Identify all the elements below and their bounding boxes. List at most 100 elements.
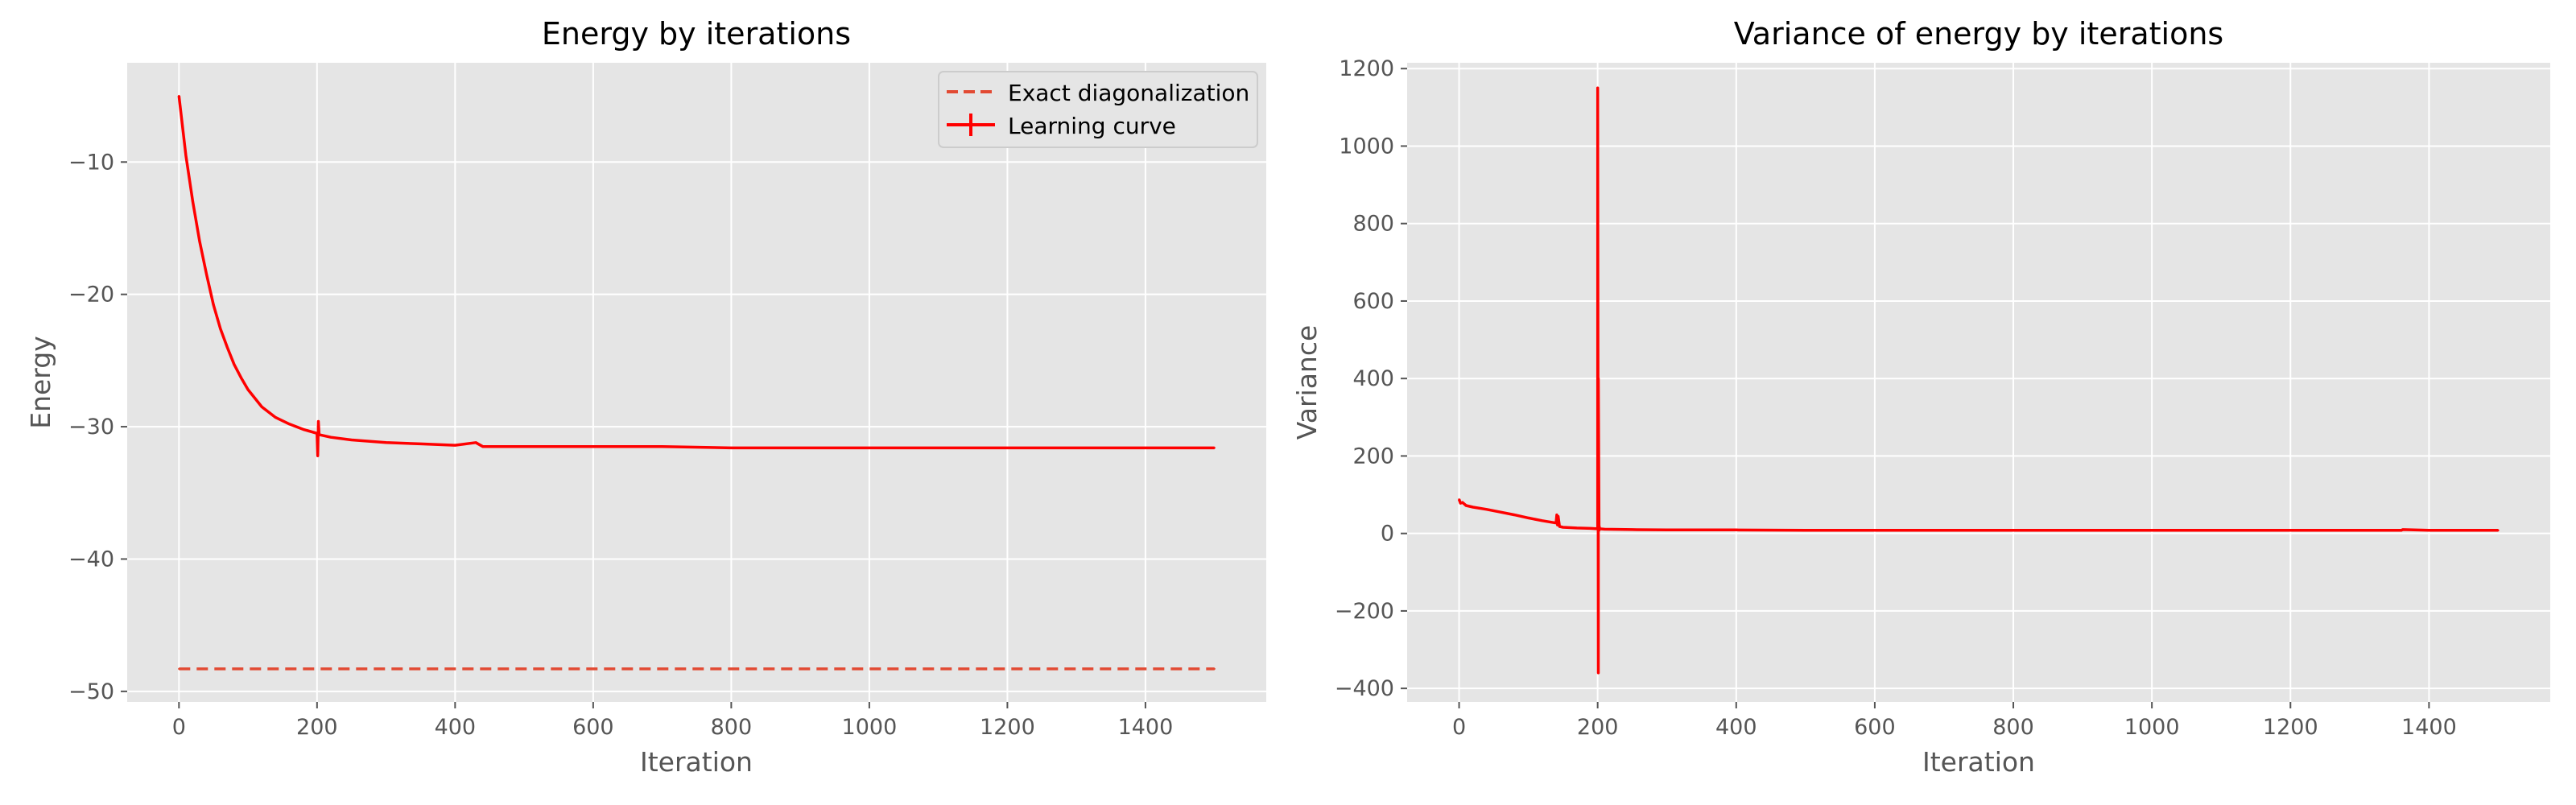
y-tick-label: 0 xyxy=(1381,522,1394,547)
data-point xyxy=(1554,522,1558,524)
data-point xyxy=(1555,514,1558,516)
x-axis-ticks: 0 200 400 600 800 1000 1200 1400 xyxy=(172,702,1174,740)
x-tick-label: 800 xyxy=(1992,715,2034,740)
y-tick-label: −10 xyxy=(68,150,114,175)
y-tick-label: 400 xyxy=(1352,366,1394,391)
variance-chart: Variance of energy by iterations 0 200 400… xyxy=(1291,16,2550,778)
data-point xyxy=(178,667,180,671)
y-tick-label: 800 xyxy=(1352,212,1394,237)
data-point xyxy=(1541,519,1544,522)
data-point xyxy=(730,447,733,449)
data-point xyxy=(1499,511,1502,514)
data-point xyxy=(212,303,215,307)
data-point xyxy=(205,273,208,276)
data-point xyxy=(1461,501,1464,504)
y-axis-label: Variance xyxy=(1291,325,1323,440)
data-point xyxy=(1075,447,1078,449)
data-point xyxy=(316,455,319,457)
data-point xyxy=(474,441,477,444)
series-group xyxy=(177,94,1216,671)
data-point xyxy=(1597,377,1600,380)
y-tick-label: −400 xyxy=(1335,676,1394,701)
data-point xyxy=(178,94,180,97)
data-point xyxy=(454,444,456,447)
y-tick-label: −40 xyxy=(68,547,114,572)
data-point xyxy=(1597,671,1600,675)
x-axis-label: Iteration xyxy=(640,746,753,778)
x-tick-label: 400 xyxy=(435,715,477,740)
data-point xyxy=(1527,517,1530,519)
data-point xyxy=(1666,529,1668,531)
y-axis-label: Energy xyxy=(25,336,56,429)
data-point xyxy=(2289,529,2292,532)
x-tick-label: 1000 xyxy=(2124,715,2180,740)
x-tick-label: 1200 xyxy=(2263,715,2318,740)
data-point xyxy=(1558,525,1561,528)
data-point xyxy=(1006,447,1009,449)
data-point xyxy=(318,433,320,436)
data-point xyxy=(2012,529,2015,532)
data-point xyxy=(1598,524,1600,527)
legend-box xyxy=(938,71,1258,148)
x-tick-label: 400 xyxy=(1715,715,1757,740)
data-point xyxy=(1804,529,1807,532)
data-point xyxy=(350,439,353,441)
y-tick-label: −30 xyxy=(68,415,114,440)
data-point xyxy=(261,406,263,408)
data-point xyxy=(316,432,319,435)
data-point xyxy=(1873,529,1876,532)
x-tick-label: 600 xyxy=(1854,715,1896,740)
data-point xyxy=(481,445,484,448)
data-point xyxy=(233,363,236,366)
x-tick-label: 1200 xyxy=(980,715,1035,740)
data-point xyxy=(184,154,188,157)
data-point xyxy=(275,416,277,419)
grid xyxy=(1407,63,2550,702)
data-point xyxy=(1213,667,1216,671)
y-tick-label: −200 xyxy=(1335,599,1394,624)
x-axis-ticks: 0 200 400 600 800 1000 1200 1400 xyxy=(1452,702,2457,740)
x-tick-label: 800 xyxy=(711,715,753,740)
data-point xyxy=(1589,527,1592,530)
y-tick-label: 600 xyxy=(1352,289,1394,314)
data-point xyxy=(1458,498,1460,501)
energy-chart: Energy by iterations 0 200 400 600 800 1000 12… xyxy=(25,16,1266,778)
data-point xyxy=(240,377,242,379)
y-tick-label: −20 xyxy=(68,283,114,308)
x-tick-label: 600 xyxy=(572,715,614,740)
data-point xyxy=(385,441,387,444)
data-point xyxy=(1144,447,1147,449)
x-tick-label: 1400 xyxy=(2401,715,2457,740)
legend-label-exact-diagonalization: Exact diagonalization xyxy=(1008,80,1249,106)
data-point xyxy=(1596,527,1599,530)
data-point xyxy=(1459,502,1462,505)
data-point xyxy=(2150,529,2153,532)
data-point xyxy=(226,346,229,349)
data-point xyxy=(317,420,320,423)
x-tick-label: 1000 xyxy=(842,715,898,740)
data-point xyxy=(1464,504,1468,507)
data-point xyxy=(329,436,332,439)
legend-label-learning-curve: Learning curve xyxy=(1008,113,1176,139)
data-point xyxy=(937,447,939,449)
data-point xyxy=(1562,526,1564,529)
series-line-series-0 xyxy=(1457,86,2499,675)
data-point xyxy=(198,240,201,243)
data-point xyxy=(592,445,595,448)
data-point xyxy=(1598,529,1600,532)
data-point xyxy=(246,388,250,391)
data-point xyxy=(868,447,871,449)
y-axis-ticks: −50 −40 −30 −20 −10 xyxy=(68,150,127,704)
data-point xyxy=(419,443,422,445)
data-point xyxy=(288,423,291,425)
data-point xyxy=(1604,528,1606,530)
data-point xyxy=(522,445,526,448)
y-tick-label: 200 xyxy=(1352,444,1394,469)
x-tick-label: 1400 xyxy=(1118,715,1174,740)
data-point xyxy=(489,445,491,448)
data-point xyxy=(661,445,663,448)
chart-title: Energy by iterations xyxy=(542,16,851,52)
data-point xyxy=(1557,515,1559,518)
series-line-learning-curve xyxy=(177,95,1215,457)
